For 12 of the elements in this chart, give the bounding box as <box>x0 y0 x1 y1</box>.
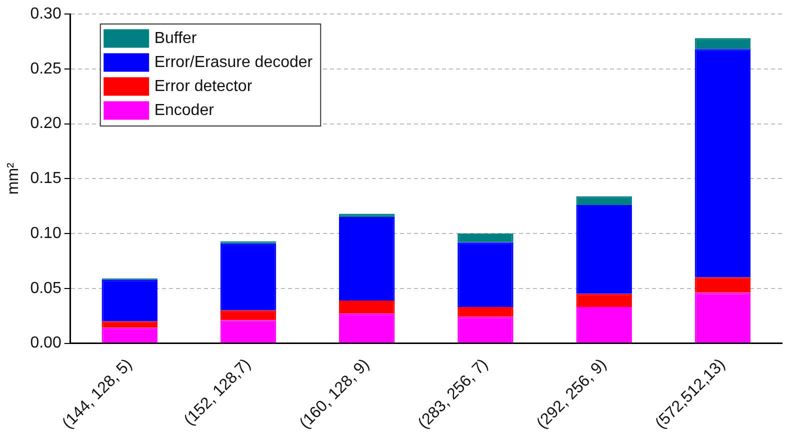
y-tick-label: 0.20 <box>30 115 62 132</box>
y-tick-label: 0.30 <box>30 5 62 22</box>
y-tick-label: 0.10 <box>30 224 62 242</box>
legend-label: Encoder <box>154 102 215 119</box>
legend-label: Error/Erasure decoder <box>154 54 314 71</box>
y-tick-label: 0.25 <box>30 60 62 78</box>
y-tick-label: 0.00 <box>30 334 62 352</box>
y-tick-label: 0.15 <box>30 170 62 188</box>
legend-label: Error detector <box>154 78 253 95</box>
y-axis-title: mm² <box>5 162 22 195</box>
legend-label: Buffer <box>154 30 198 47</box>
y-tick-label: 0.05 <box>30 280 62 297</box>
